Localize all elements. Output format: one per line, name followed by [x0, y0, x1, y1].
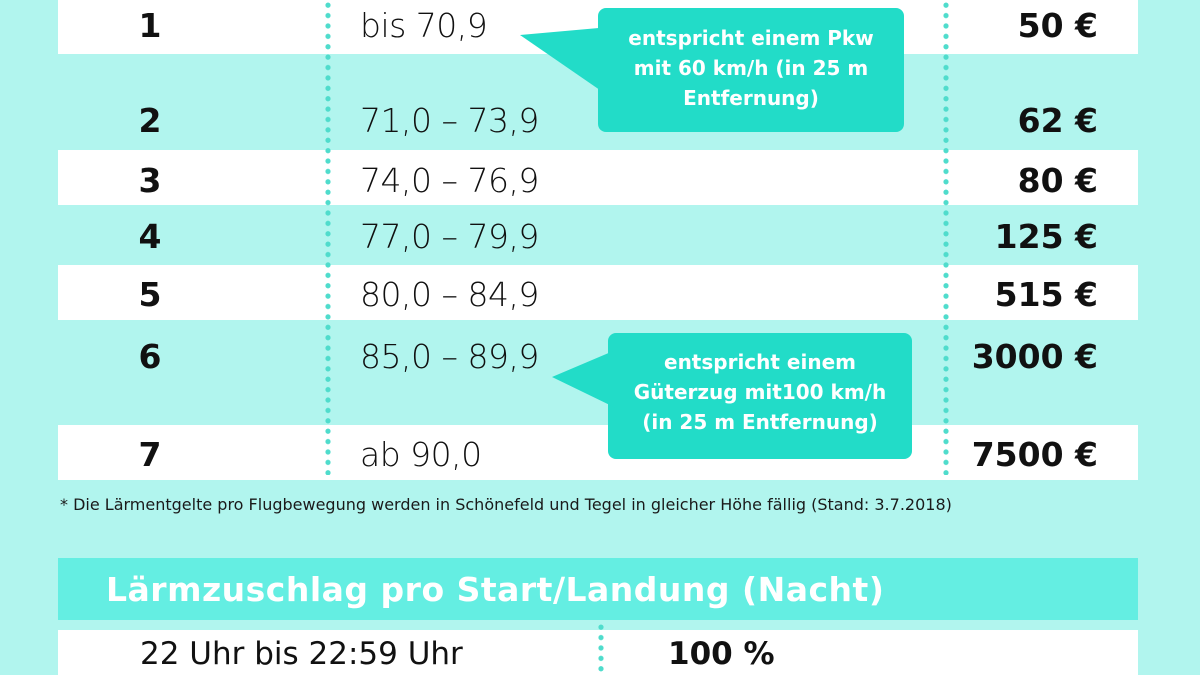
fee-amount: 80 € — [1017, 161, 1098, 200]
surcharge-percent: 100 % — [668, 636, 775, 672]
callout-freight-train-comparison: entspricht einem Güterzug mit100 km/h (i… — [552, 333, 912, 459]
noise-level: 3 — [138, 161, 162, 200]
noise-level: 2 — [138, 101, 162, 140]
footnote: * Die Lärmentgelte pro Flugbewegung werd… — [60, 495, 952, 514]
callout-line: Entfernung) — [683, 86, 819, 110]
night-surcharge-row: 22 Uhr bis 22:59 Uhr 100 % — [58, 622, 1138, 675]
noise-level: 4 — [138, 217, 162, 256]
fee-row-5: 5 80,0 – 84,9 515 € — [58, 265, 1138, 320]
db-range: 80,0 – 84,9 — [360, 275, 539, 314]
fee-row-3: 3 74,0 – 76,9 80 € — [58, 150, 1138, 205]
fee-amount: 125 € — [994, 217, 1098, 256]
db-range: 77,0 – 79,9 — [360, 217, 539, 256]
fee-amount: 62 € — [1017, 101, 1098, 140]
noise-level: 1 — [138, 6, 162, 45]
db-range: 85,0 – 89,9 — [360, 337, 539, 376]
callout-car-comparison: entspricht einem Pkw mit 60 km/h (in 25 … — [520, 8, 904, 132]
noise-level: 6 — [138, 337, 162, 376]
noise-level: 5 — [138, 275, 162, 314]
callout-line: entspricht einem — [664, 350, 856, 374]
db-range: 74,0 – 76,9 — [360, 161, 539, 200]
speech-bubble-tail-icon — [520, 27, 610, 97]
fee-amount: 7500 € — [971, 435, 1098, 474]
night-surcharge-header: Lärmzuschlag pro Start/Landung (Nacht) — [58, 558, 1138, 620]
section-title: Lärmzuschlag pro Start/Landung (Nacht) — [106, 570, 885, 609]
callout-line: mit 60 km/h (in 25 m — [633, 56, 869, 80]
column-divider-dotted — [943, 0, 949, 475]
callout-line: entspricht einem Pkw — [628, 26, 874, 50]
fee-row-7: 7 ab 90,0 7500 € — [58, 425, 1138, 480]
db-range: 71,0 – 73,9 — [360, 101, 539, 140]
fee-row-4: 4 77,0 – 79,9 125 € — [58, 205, 1138, 265]
column-divider-dotted — [598, 622, 604, 675]
fee-amount: 515 € — [994, 275, 1098, 314]
fee-amount: 3000 € — [971, 337, 1098, 376]
db-range: ab 90,0 — [360, 435, 482, 474]
db-range: bis 70,9 — [360, 6, 488, 45]
callout-line: (in 25 m Entfernung) — [642, 410, 878, 434]
noise-level: 7 — [138, 435, 162, 474]
callout-line: Güterzug mit100 km/h — [633, 380, 887, 404]
fee-amount: 50 € — [1017, 6, 1098, 45]
column-divider-dotted — [325, 0, 331, 475]
speech-bubble-tail-icon — [552, 349, 618, 409]
time-range: 22 Uhr bis 22:59 Uhr — [140, 636, 463, 672]
